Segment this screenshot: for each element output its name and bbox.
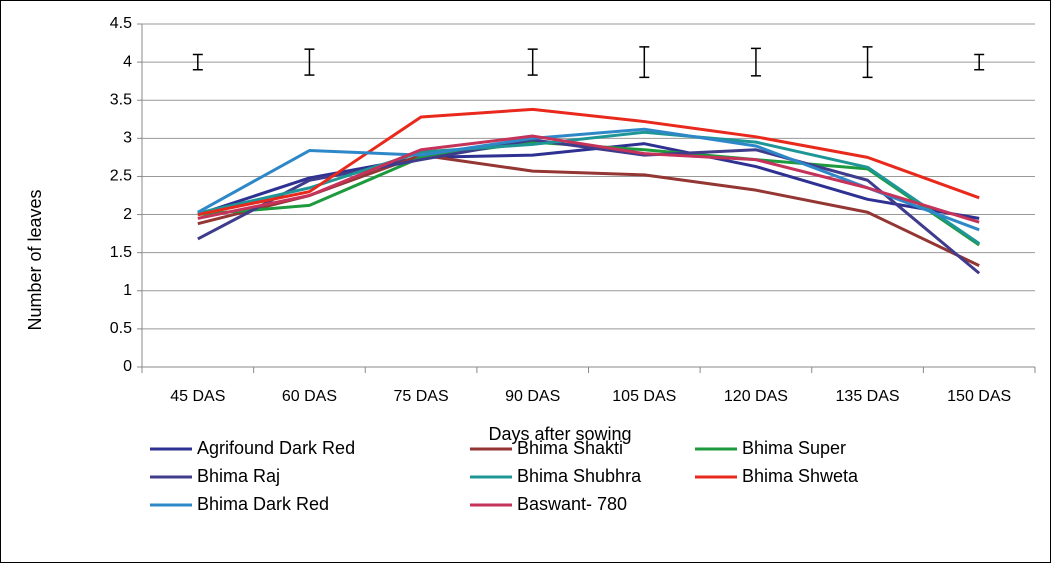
error-bar xyxy=(750,47,761,77)
legend-label: Bhima Shweta xyxy=(742,466,859,486)
x-tick-label: 45 DAS xyxy=(170,388,225,405)
x-tick-label: 75 DAS xyxy=(393,388,448,405)
y-tick-label: 1.5 xyxy=(110,244,132,261)
y-tick-label: 3.5 xyxy=(110,91,132,108)
error-bar xyxy=(639,46,650,79)
y-axis-label: Number of leaves xyxy=(25,189,45,330)
series-line xyxy=(197,138,981,275)
series-line xyxy=(197,127,980,232)
y-tick-label: 2.5 xyxy=(110,168,132,185)
legend-label: Bhima Shubhra xyxy=(517,466,642,486)
error-bar xyxy=(862,46,873,79)
y-tick-label: 4 xyxy=(123,53,132,70)
y-tick-label: 4.5 xyxy=(110,15,132,32)
x-tick-label: 60 DAS xyxy=(282,388,337,405)
series-line xyxy=(197,142,980,220)
error-bar xyxy=(192,53,203,71)
error-bar xyxy=(527,48,538,76)
x-tick-label: 150 DAS xyxy=(947,388,1011,405)
legend-label: Agrifound Dark Red xyxy=(197,438,355,458)
series-line xyxy=(197,134,980,224)
y-tick-label: 0 xyxy=(123,358,132,375)
error-bar xyxy=(974,53,985,71)
legend-label: Bhima Super xyxy=(742,438,846,458)
y-tick-label: 1 xyxy=(123,282,132,299)
x-axis-label: Days after sowing xyxy=(488,424,631,444)
legend-label: Bhima Dark Red xyxy=(197,494,329,514)
series-line xyxy=(197,107,980,217)
y-tick-label: 2 xyxy=(123,206,132,223)
series-line xyxy=(197,130,981,245)
x-tick-label: 120 DAS xyxy=(724,388,788,405)
x-tick-label: 135 DAS xyxy=(836,388,900,405)
x-tick-label: 90 DAS xyxy=(505,388,560,405)
y-tick-label: 3 xyxy=(123,130,132,147)
legend-label: Bhima Raj xyxy=(197,466,280,486)
error-bar xyxy=(304,48,315,76)
legend-label: Bhima Shakti xyxy=(517,438,623,458)
x-tick-label: 105 DAS xyxy=(612,388,676,405)
legend-label: Baswant- 780 xyxy=(517,494,627,514)
y-tick-label: 0.5 xyxy=(110,320,132,337)
